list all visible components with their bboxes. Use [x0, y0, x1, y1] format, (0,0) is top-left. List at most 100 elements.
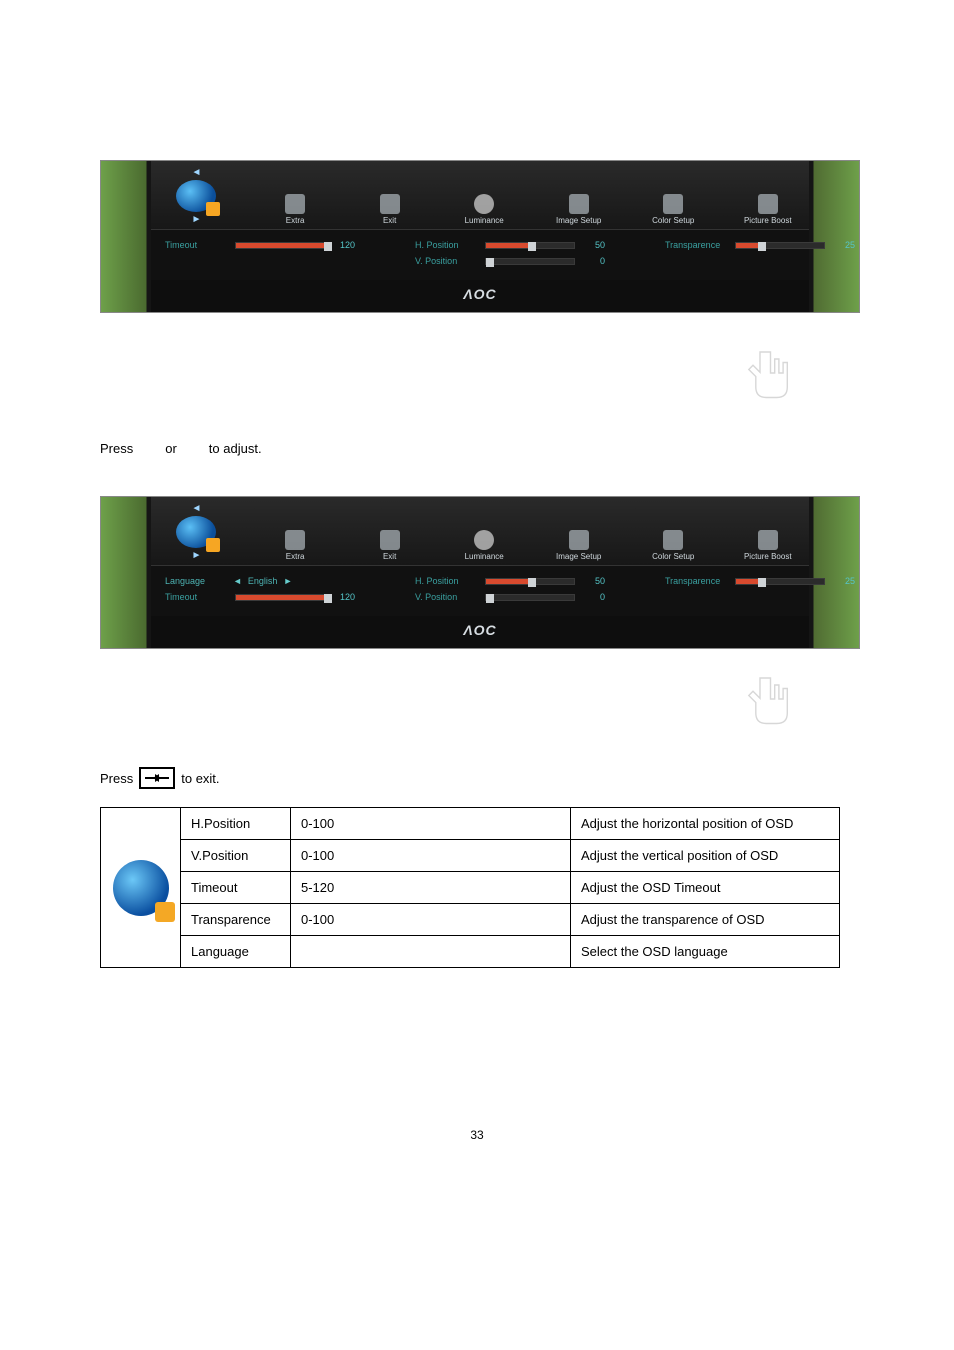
slider-bar	[485, 242, 575, 249]
osd-footer: ΛOC	[151, 616, 809, 648]
text: or	[165, 441, 177, 456]
chevron-right-icon: ►	[191, 214, 201, 225]
osd-tabs: ◄ ► Extra Exit Luminance	[151, 161, 809, 230]
osd-tabs: ◄ ► Extra Exit Luminance Image Setup Col…	[151, 497, 809, 566]
osd-tab-color-setup: Color Setup	[640, 194, 707, 225]
osd-tab-image-setup: Image Setup	[545, 194, 612, 225]
param-name: Transparence	[181, 904, 291, 936]
osd-row-timeout: Timeout 120	[165, 592, 355, 602]
slider-bar	[485, 594, 575, 601]
tab-label: Luminance	[465, 216, 504, 225]
slider-bar	[235, 594, 325, 601]
globe-icon	[113, 860, 169, 916]
value: 50	[583, 240, 605, 250]
table-row: Transparence 0-100 Adjust the transparen…	[101, 904, 840, 936]
param-name: H.Position	[181, 808, 291, 840]
label: Transparence	[665, 240, 727, 250]
tab-label: Image Setup	[556, 216, 601, 225]
instruction-exit: Press to exit.	[100, 767, 854, 789]
image-setup-icon	[569, 530, 589, 550]
osd-tab-active: ◄ ►	[159, 167, 234, 225]
osd-row-transparence: Transparence 25	[665, 240, 855, 250]
brand-logo: ΛOC	[463, 286, 496, 302]
chevron-left-icon: ◄	[233, 576, 242, 586]
label: H. Position	[415, 240, 477, 250]
param-name: Timeout	[181, 872, 291, 904]
osd-row-transparence: Transparence 25	[665, 576, 855, 586]
label: Language	[165, 576, 227, 586]
osd-tab-active: ◄ ►	[159, 503, 234, 561]
osd-tab-picture-boost: Picture Boost	[735, 194, 802, 225]
osd-tab-exit: Exit	[356, 194, 423, 225]
param-range: 0-100	[291, 840, 571, 872]
tab-label: Exit	[383, 216, 396, 225]
osd-tab-luminance: Luminance	[451, 530, 518, 561]
text: Press	[100, 771, 133, 786]
slider-bar	[485, 258, 575, 265]
exit-icon	[380, 530, 400, 550]
color-setup-icon	[663, 530, 683, 550]
value: English	[248, 576, 278, 586]
slider-bar	[235, 242, 325, 249]
table-row: H.Position 0-100 Adjust the horizontal p…	[101, 808, 840, 840]
osd-body: Timeout 120 H. Position 50 V. Position	[151, 230, 809, 280]
osd-tab-extra: Extra	[262, 530, 329, 561]
label: V. Position	[415, 256, 477, 266]
globe-icon	[176, 180, 216, 212]
table-row: Timeout 5-120 Adjust the OSD Timeout	[101, 872, 840, 904]
osd-screenshot-2: ◄ ► Extra Exit Luminance Image Setup Col…	[100, 496, 854, 649]
brand-logo: ΛOC	[463, 622, 496, 638]
osd-row-vpos: V. Position 0	[415, 256, 605, 266]
text: Press	[100, 441, 133, 456]
tab-label: Color Setup	[652, 552, 694, 561]
label: V. Position	[415, 592, 477, 602]
param-range	[291, 936, 571, 968]
value: 120	[333, 592, 355, 602]
table-row: Language Select the OSD language	[101, 936, 840, 968]
param-desc: Adjust the OSD Timeout	[571, 872, 840, 904]
tab-label: Picture Boost	[744, 216, 792, 225]
label: Timeout	[165, 592, 227, 602]
value: 25	[833, 240, 855, 250]
chevron-left-icon: ◄	[191, 503, 201, 514]
osd-tab-luminance: Luminance	[451, 194, 518, 225]
slider-bar	[485, 578, 575, 585]
image-setup-icon	[569, 194, 589, 214]
osd-tab-exit: Exit	[356, 530, 423, 561]
value: 0	[583, 256, 605, 266]
tab-label: Picture Boost	[744, 552, 792, 561]
param-range: 5-120	[291, 872, 571, 904]
exit-arrows-icon	[139, 767, 175, 789]
value: 120	[333, 240, 355, 250]
text: to adjust.	[209, 441, 262, 456]
value: 50	[583, 576, 605, 586]
hand-pointer-icon	[734, 659, 814, 739]
luminance-icon	[474, 530, 494, 550]
hand-pointer-icon	[734, 333, 814, 413]
osd-body: Language ◄ English ► Timeout 120	[151, 566, 809, 616]
osd-row-hpos: H. Position 50	[415, 240, 605, 250]
globe-icon	[176, 516, 216, 548]
osd-tab-image-setup: Image Setup	[545, 530, 612, 561]
luminance-icon	[474, 194, 494, 214]
osd-footer: ΛOC	[151, 280, 809, 312]
slider-bar	[735, 578, 825, 585]
tab-label: Extra	[286, 216, 305, 225]
slider-bar	[735, 242, 825, 249]
extra-icon	[285, 194, 305, 214]
param-range: 0-100	[291, 904, 571, 936]
tab-label: Luminance	[465, 552, 504, 561]
chevron-right-icon: ►	[191, 550, 201, 561]
osd-tab-color-setup: Color Setup	[640, 530, 707, 561]
table-icon-cell	[101, 808, 181, 968]
table-row: V.Position 0-100 Adjust the vertical pos…	[101, 840, 840, 872]
page-number: 33	[100, 1128, 854, 1142]
tab-label: Image Setup	[556, 552, 601, 561]
chevron-right-icon: ►	[283, 576, 292, 586]
param-desc: Adjust the horizontal position of OSD	[571, 808, 840, 840]
picture-boost-icon	[758, 530, 778, 550]
osd-tab-picture-boost: Picture Boost	[735, 530, 802, 561]
value: 25	[833, 576, 855, 586]
tab-label: Color Setup	[652, 216, 694, 225]
param-name: Language	[181, 936, 291, 968]
